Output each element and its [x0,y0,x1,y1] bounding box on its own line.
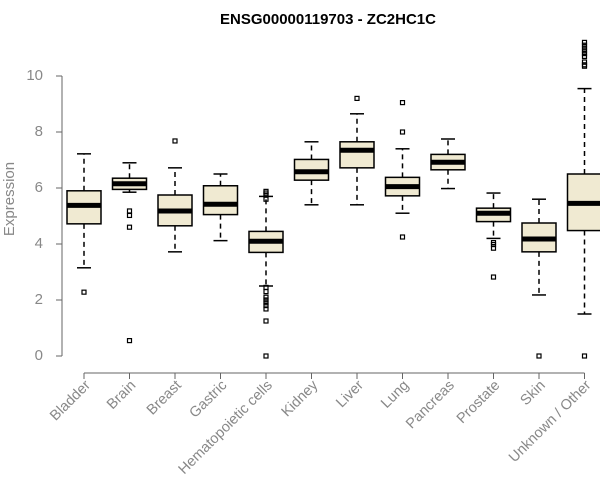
x-tick-label: Kidney [279,377,322,420]
box-group [475,192,512,280]
y-tick-label: 2 [35,291,43,308]
outlier-point [581,353,588,359]
outlier-point [126,212,133,219]
x-tick-label: Prostate [454,378,503,427]
outlier-point [581,63,588,69]
outlier-point [581,48,588,54]
box-iqr [339,141,375,169]
x-tick-label: Breast [144,378,185,419]
outlier-point [399,234,406,240]
outlier-point [263,318,269,324]
outlier-point [581,42,588,48]
box-group [339,95,375,206]
y-tick-label: 0 [35,347,43,364]
outlier-point [581,45,588,51]
outlier-point [126,338,133,344]
y-axis: 0 2 4 6 8 10 [26,67,63,364]
outlier-point [581,53,588,60]
outlier-point [536,353,542,359]
x-tick-label: Lung [378,378,412,412]
x-tick-label: Brain [104,378,139,413]
chart-title: ENSG00000119703 - ZC2HC1C [220,11,436,28]
outlier-point [399,99,406,106]
outlier-point [263,297,269,303]
x-tick-label: Skin [518,378,549,409]
outlier-point [399,129,406,135]
x-tick-label: Liver [333,377,367,411]
outlier-point [126,224,133,230]
outlier-point [354,95,360,102]
box-group [521,198,557,359]
outlier-point [263,306,269,312]
outlier-point [581,39,588,46]
y-axis-label: Expression [1,162,18,236]
outlier-point [172,138,178,144]
box-group [384,99,421,240]
box-group [157,138,193,253]
box-group [111,162,148,344]
outlier-point [126,208,133,214]
y-tick-label: 8 [35,123,43,140]
outlier-point [263,294,269,300]
x-tick-label: Gastric [187,378,231,422]
y-tick-label: 6 [35,179,43,196]
box-group [293,141,330,206]
y-tick-label: 4 [35,235,43,252]
outlier-point [263,353,269,359]
boxes-group [66,39,600,359]
outlier-point [263,289,269,295]
y-tick-label: 10 [26,67,43,84]
box-group [566,39,600,359]
box-group [66,153,102,295]
outlier-point [81,289,87,295]
outlier-point [581,50,588,57]
box-iqr [202,185,239,216]
outlier-point [263,196,269,202]
box-group [202,173,239,242]
outlier-point [263,300,269,306]
outlier-point [263,303,269,309]
box-group [248,188,284,359]
outlier-point [490,274,497,280]
outlier-point [490,245,497,251]
x-tick-label: Bladder [47,377,94,424]
x-tick-label: Pancreas [403,378,458,433]
x-tick-label: Unknown / Other [506,377,594,465]
box-group [430,138,466,190]
